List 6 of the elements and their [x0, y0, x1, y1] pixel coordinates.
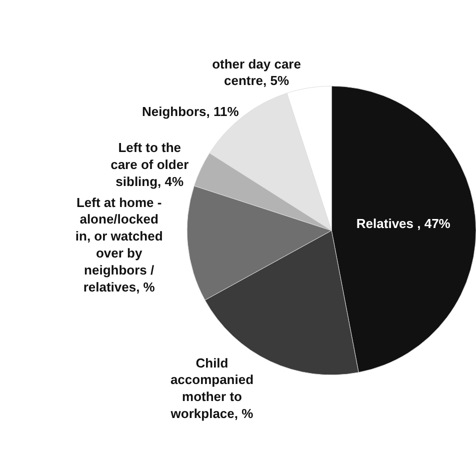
slice-label: Relatives , 47% — [356, 216, 451, 232]
slice-label: Child accompanied mother to workplace, % — [170, 355, 254, 421]
slice-label: Neighbors, 11% — [142, 104, 240, 120]
slice-label: Left to the care of older sibling, 4% — [110, 140, 189, 189]
slice-label: Left at home - alone/locked in, or watched over by neighbors / relatives, % — [75, 194, 163, 294]
slice-label: other day care centre, 5% — [212, 56, 301, 88]
